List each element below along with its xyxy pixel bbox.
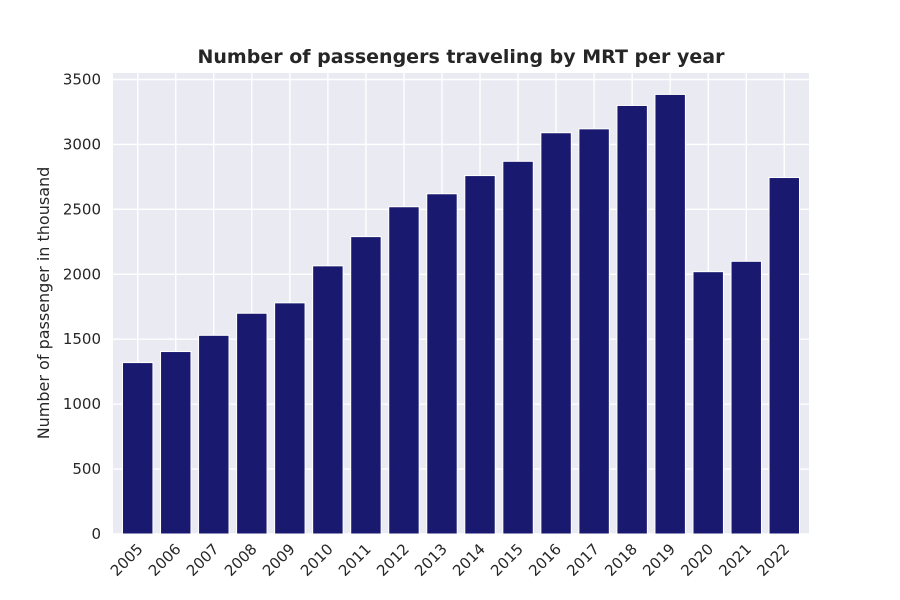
bar-2008 xyxy=(236,312,268,535)
bar-2010 xyxy=(312,265,344,535)
x-tick-label: 2014 xyxy=(449,540,489,580)
x-tick-label: 2016 xyxy=(525,540,565,580)
bar-2021 xyxy=(730,260,762,535)
y-tick-label: 1000 xyxy=(63,395,101,413)
y-tick-label: 2500 xyxy=(63,200,101,218)
y-tick-label: 1500 xyxy=(63,330,101,348)
bar-2019 xyxy=(654,93,686,535)
x-tick-label: 2017 xyxy=(563,540,603,580)
x-tick-label: 2009 xyxy=(259,540,299,580)
y-axis-label: Number of passenger in thousand xyxy=(34,167,53,440)
x-tick-label: 2019 xyxy=(639,540,679,580)
bar-2020 xyxy=(692,271,724,535)
bar-2015 xyxy=(502,160,534,535)
x-tick-label: 2018 xyxy=(601,540,641,580)
x-tick-label: 2022 xyxy=(753,540,793,580)
bar-2006 xyxy=(160,351,192,535)
x-tick-label: 2008 xyxy=(221,540,261,580)
x-tick-label: 2015 xyxy=(487,540,527,580)
y-tick-label: 500 xyxy=(72,460,101,478)
bar-2009 xyxy=(274,302,306,535)
y-tick-label: 0 xyxy=(91,525,101,543)
y-tick-label: 3500 xyxy=(63,70,101,88)
bar-2013 xyxy=(426,193,458,535)
x-tick-label: 2011 xyxy=(335,540,375,580)
y-tick-label: 3000 xyxy=(63,135,101,153)
bar-2014 xyxy=(464,175,496,535)
bar-2012 xyxy=(388,206,420,535)
bar-2022 xyxy=(768,177,800,535)
bar-2005 xyxy=(122,362,154,535)
x-tick-label: 2013 xyxy=(411,540,451,580)
x-tick-label: 2010 xyxy=(297,540,337,580)
x-tick-label: 2021 xyxy=(715,540,755,580)
x-tick-label: 2006 xyxy=(145,540,185,580)
bar-2007 xyxy=(198,334,230,535)
bar-2016 xyxy=(540,132,572,535)
bars xyxy=(122,93,800,535)
x-tick-label: 2012 xyxy=(373,540,413,580)
chart-title: Number of passengers traveling by MRT pe… xyxy=(198,46,726,68)
bar-2018 xyxy=(616,104,648,535)
x-tick-labels: 2005200620072008200920102011201220132014… xyxy=(107,540,793,580)
x-tick-label: 2007 xyxy=(183,540,223,580)
bar-2011 xyxy=(350,236,382,535)
y-tick-labels: 0 500 1000 1500 2000 2500 3000 3500 xyxy=(63,70,101,543)
x-tick-label: 2005 xyxy=(107,540,147,580)
x-tick-label: 2020 xyxy=(677,540,717,580)
bar-2017 xyxy=(578,128,610,535)
y-tick-label: 2000 xyxy=(63,265,101,283)
